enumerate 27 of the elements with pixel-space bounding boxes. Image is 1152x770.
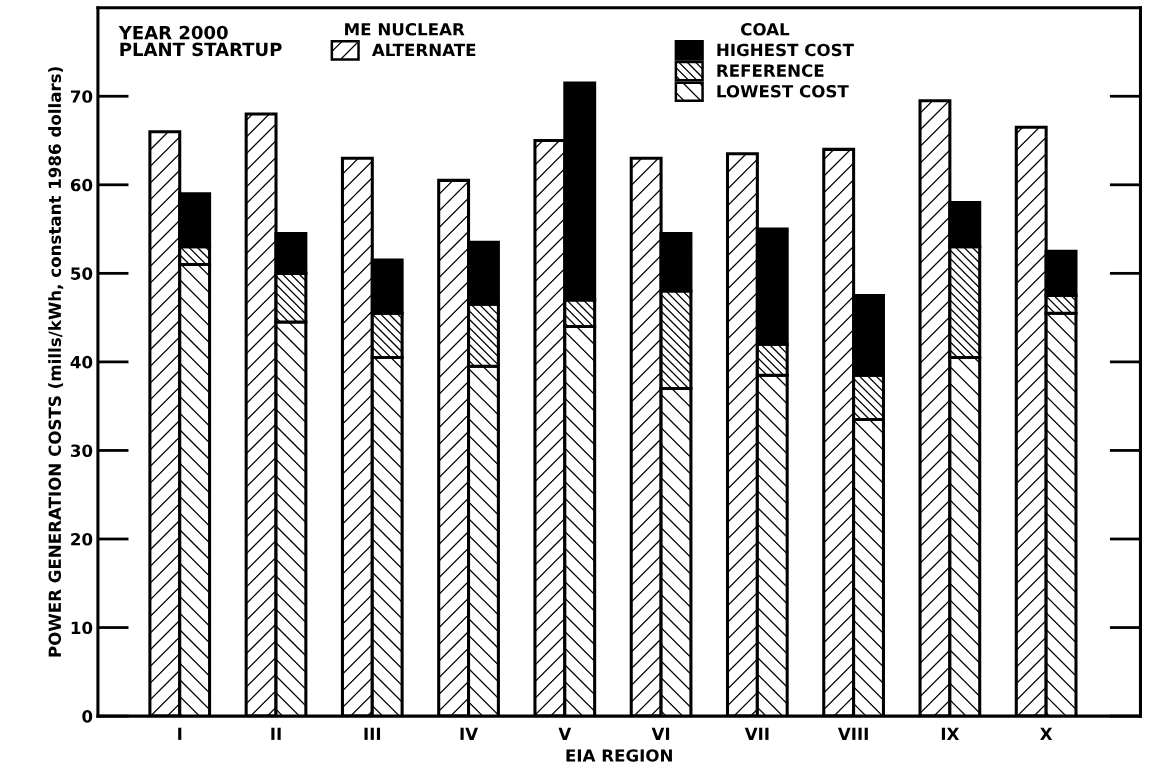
x-axis-title: EIA REGION [566,749,672,762]
x-tick-label: III [364,727,381,740]
legend-label: HIGHEST COST [717,43,854,57]
y-tick-label: 30 [70,444,93,458]
x-tick-label: II [271,727,281,740]
x-tick-label: I [178,727,182,740]
y-tick-label: 70 [70,90,93,103]
x-tick-label: VIII [837,727,868,740]
y-tick-label: 10 [71,621,93,635]
y-tick-label: 60 [70,178,93,192]
y-axis-title: POWER GENERATION COSTS (mills/kWh, constant 1986 dollars) [48,67,64,657]
x-tick-label: X [1040,727,1053,740]
x-tick-label: VI [651,727,670,740]
x-tick-label: V [558,727,572,740]
x-tick-label: IV [460,727,479,740]
legend-title: COAL [741,22,790,36]
y-tick-label: 20 [71,532,93,546]
legend-label: ALTERNATE [371,43,476,56]
legend-label: REFERENCE [717,64,824,77]
y-tick-label: 40 [70,355,93,369]
annotation: YEAR 2000 PLANT STARTUP [118,25,282,57]
legend-label: LOWEST COST [717,84,849,98]
y-tick-label: 0 [82,710,93,723]
legend-title: ME NUCLEAR [345,22,465,36]
x-tick-label: VII [744,727,769,740]
y-tick-label: 50 [71,267,93,280]
x-tick-label: IX [941,727,960,740]
